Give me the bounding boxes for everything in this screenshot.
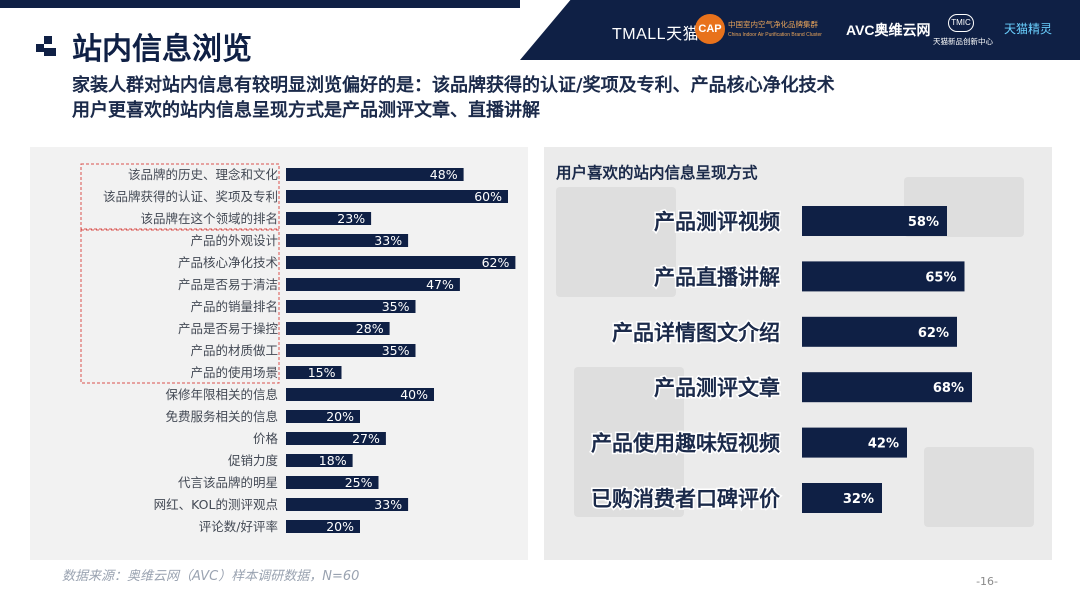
bar	[802, 316, 957, 347]
bar	[286, 498, 409, 511]
category-label: 产品的外观设计	[190, 233, 278, 248]
page-number: -16-	[976, 575, 998, 588]
bar	[286, 520, 360, 533]
bar	[286, 278, 460, 291]
bar	[286, 234, 409, 247]
bar	[286, 212, 372, 225]
left-bar-chart: 该品牌的历史、理念和文化 48% 该品牌获得的认证、奖项及专利 60% 该品牌在这个领域…	[80, 163, 516, 534]
title-mark-icon	[36, 36, 56, 56]
category-label: 该品牌获得的认证、奖项及专利	[103, 189, 278, 204]
category-label: 已购消费者口碑评价	[591, 487, 781, 511]
value-label: 20%	[326, 519, 354, 534]
value-label: 23%	[337, 211, 365, 226]
subtitle-line-1: 家装人群对站内信息有较明显浏览偏好的是：该品牌获得的认证/奖项及专利、产品核心净…	[72, 75, 835, 96]
category-label: 该品牌的历史、理念和文化	[128, 167, 279, 182]
tmic-logo-text: 天猫新品创新中心	[933, 37, 993, 46]
logo-bar	[520, 0, 1080, 60]
category-label: 产品详情图文介绍	[612, 321, 780, 345]
category-label: 价格	[253, 431, 279, 446]
value-label: 65%	[925, 270, 956, 285]
value-label: 35%	[382, 343, 410, 358]
cap-logo-text: 中国室内空气净化品牌集群 China Indoor Air Purificati…	[728, 20, 822, 40]
value-label: 47%	[426, 277, 454, 292]
bar	[286, 256, 516, 269]
category-label: 产品使用趣味短视频	[591, 432, 780, 456]
category-label: 该品牌在这个领域的排名	[140, 211, 278, 226]
bar	[802, 483, 882, 513]
left-chart-panel: 该品牌的历史、理念和文化 48% 该品牌获得的认证、奖项及专利 60% 该品牌在这个领域…	[30, 147, 528, 560]
category-label: 产品的材质做工	[190, 343, 278, 358]
bar	[286, 190, 508, 203]
value-label: 40%	[400, 387, 428, 402]
value-label: 20%	[326, 409, 354, 424]
value-label: 15%	[308, 365, 336, 380]
category-label: 产品测评文章	[654, 376, 780, 400]
highlight-box	[80, 229, 280, 384]
value-label: 33%	[374, 497, 402, 512]
value-label: 28%	[356, 321, 384, 336]
category-label: 促销力度	[228, 453, 279, 468]
category-label: 产品核心净化技术	[178, 255, 279, 270]
cap-logo-text-en: China Indoor Air Purification Brand Clus…	[728, 32, 822, 38]
background-photo-shape	[924, 447, 1034, 527]
right-chart-title: 用户喜欢的站内信息呈现方式	[556, 163, 758, 182]
value-label: 33%	[374, 233, 402, 248]
value-label: 18%	[319, 453, 347, 468]
bar	[286, 168, 464, 181]
bar	[286, 300, 416, 313]
tmall-genie-logo: 天猫精灵	[1004, 22, 1053, 36]
category-label: 网红、KOL的测评观点	[154, 497, 278, 512]
category-label: 代言该品牌的明星	[178, 475, 278, 490]
value-label: 68%	[933, 381, 964, 396]
category-label: 产品的使用场景	[190, 365, 278, 380]
bar	[286, 344, 416, 357]
value-label: 42%	[868, 437, 899, 452]
category-label: 产品直播讲解	[654, 265, 780, 289]
value-label: 62%	[482, 255, 510, 270]
value-label: 62%	[918, 326, 949, 341]
value-label: 27%	[352, 431, 380, 446]
bar	[286, 432, 386, 445]
bar	[802, 372, 972, 403]
bar	[802, 261, 965, 292]
bar	[802, 427, 907, 458]
bar	[286, 410, 360, 423]
category-label: 保修年限相关的信息	[165, 387, 278, 402]
category-label: 免费服务相关的信息	[165, 409, 278, 424]
right-chart-panel: 用户喜欢的站内信息呈现方式产品测评视频 58% 产品直播讲解 65% 产品详情图文介绍 6…	[544, 147, 1052, 560]
category-label: 产品是否易于操控	[178, 321, 279, 336]
value-label: 60%	[474, 189, 502, 204]
bar	[286, 366, 342, 379]
subtitle-line-2: 用户更喜欢的站内信息呈现方式是产品测评文章、直播讲解	[72, 100, 540, 121]
bar	[286, 388, 434, 401]
bar	[286, 322, 390, 335]
category-label: 产品的销量排名	[190, 299, 278, 314]
data-source-note: 数据来源：奥维云网（AVC）样本调研数据，N=60	[62, 569, 360, 584]
bar	[802, 206, 947, 236]
highlight-box	[80, 163, 280, 230]
cap-logo-icon: CAP	[695, 14, 725, 44]
avc-logo: AVC奥维云网	[846, 22, 931, 38]
category-label: 产品是否易于清洁	[178, 277, 278, 292]
cap-logo-text-cn: 中国室内空气净化品牌集群	[728, 20, 818, 29]
value-label: 32%	[843, 492, 874, 507]
category-label: 评论数/好评率	[199, 519, 278, 534]
value-label: 25%	[345, 475, 373, 490]
bar	[286, 454, 353, 467]
value-label: 58%	[908, 215, 939, 230]
bar	[286, 476, 379, 489]
tmall-logo: TMALL天猫	[612, 26, 700, 43]
value-label: 48%	[430, 167, 458, 182]
value-label: 35%	[382, 299, 410, 314]
background-photo-shape	[556, 187, 676, 297]
top-band	[0, 0, 1080, 8]
background-photo-shape	[574, 367, 684, 517]
tmic-logo-icon: TMIC	[948, 14, 974, 32]
page-title: 站内信息浏览	[72, 32, 252, 67]
category-label: 产品测评视频	[654, 210, 780, 234]
